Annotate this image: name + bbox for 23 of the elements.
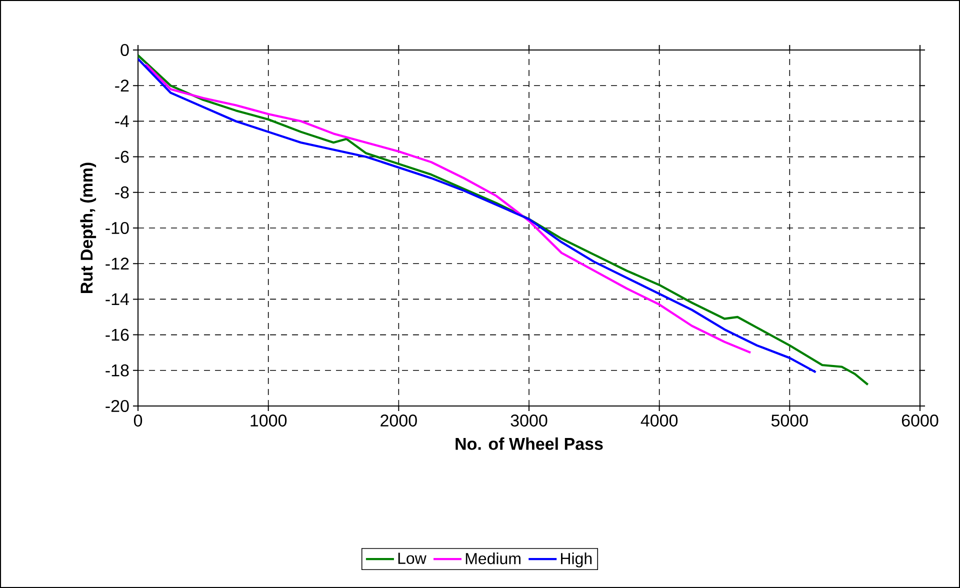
legend-label: Medium	[466, 552, 520, 564]
legend-label: High	[561, 552, 592, 568]
x-tick-label: 4000	[640, 414, 678, 427]
y-tick-label: 0	[120, 44, 129, 56]
y-tick-label: -2	[115, 80, 129, 92]
y-tick-label: -14	[106, 293, 129, 306]
x-tick-label: 3000	[510, 414, 548, 427]
x-axis-title: No. of Wheel Pass	[456, 437, 603, 450]
x-tick-label: 1000	[250, 414, 287, 427]
x-tick-label: 2000	[380, 414, 417, 427]
y-tick-label: -12	[106, 258, 129, 270]
y-tick-label: -20	[106, 400, 129, 412]
y-tick-label: -6	[115, 150, 129, 163]
y-tick-label: -10	[106, 222, 129, 234]
x-tick-label: 5000	[771, 414, 808, 427]
y-axis-title: Rut Depth, (mm)	[80, 162, 96, 293]
y-tick-label: -8	[115, 186, 129, 198]
x-tick-label: 0	[134, 414, 142, 427]
y-tick-label: -4	[115, 115, 129, 128]
legend-label: Low	[398, 552, 426, 564]
y-tick-label: -18	[106, 364, 129, 376]
x-tick-label: 6000	[902, 414, 938, 427]
y-tick-label: -16	[106, 328, 129, 341]
